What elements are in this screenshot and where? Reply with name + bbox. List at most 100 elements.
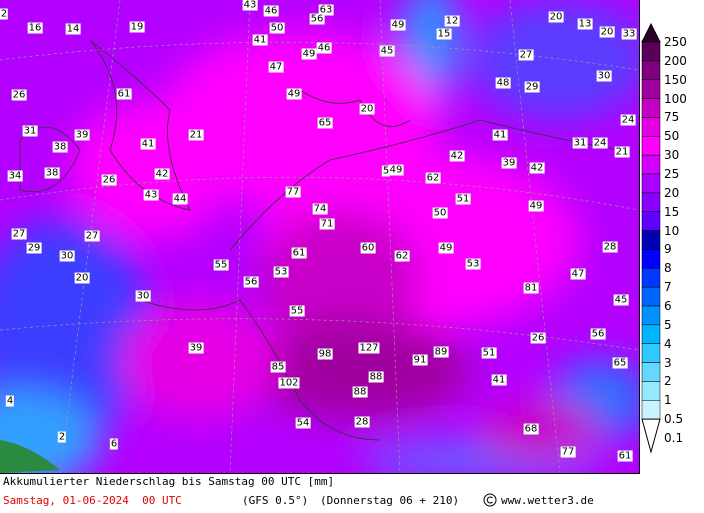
precip-label: 49 [301,48,317,60]
legend-label: 50 [664,129,680,144]
legend-swatch [641,268,661,288]
precip-label: 65 [612,357,628,369]
legend-label: 75 [664,110,680,125]
precip-label: 12 [444,15,460,27]
precip-label: 43 [242,0,258,11]
legend-swatch [641,98,661,118]
precip-label: 34 [7,170,23,182]
legend-label: 7 [664,280,672,295]
precip-label: 30 [596,70,612,82]
precip-label: 27 [518,49,534,61]
precip-label: 13 [577,18,593,30]
precip-label: 62 [425,172,441,184]
legend-label: 4 [664,336,672,351]
precip-label: 44 [172,193,188,205]
precip-label: 24 [592,137,608,149]
precip-label: 16 [27,22,43,34]
legend-label: 25 [664,167,680,181]
legend-label: 8 [664,261,672,276]
precip-label: 68 [523,423,539,435]
precip-label: 89 [433,346,449,358]
precip-label: 15 [436,28,452,40]
precip-label: 51 [481,347,497,359]
legend-swatch [641,418,661,454]
precip-label: 6 [109,438,119,450]
legend-swatch [641,136,661,156]
precip-label: 30 [59,250,75,262]
precip-label: 26 [101,174,117,186]
precip-label: 127 [358,342,380,354]
legend-label: 10 [664,223,680,238]
precip-label: 50 [269,22,285,34]
legend-swatch [641,41,661,62]
precip-label: 38 [44,167,60,179]
precip-label: 27 [11,228,27,240]
precip-label: 62 [394,250,410,262]
legend-label: 100 [664,91,687,106]
legend-swatch [641,305,661,326]
precip-label: 24 [620,114,636,126]
footer-title: Akkumulierter Niederschlag bis Samstag 0… [3,475,335,488]
legend-label: 0.1 [664,431,684,445]
map: 2 43 46 63 56 16 14 19 50 49 12 15 20 13 20 33 41 46 49 45 2… [0,0,640,474]
precip-label: 63 [318,4,334,16]
precip-label: 26 [530,332,546,344]
precip-label: 33 [621,28,637,40]
precip-label: 45 [379,45,395,57]
precip-label: 53 [273,266,289,278]
precip-label: 56 [309,13,325,25]
precip-label: 19 [129,21,145,33]
legend-swatch [641,249,661,269]
legend-swatch [641,117,661,137]
legend-label: 2 [664,374,672,389]
precip-label: 45 [613,294,629,306]
precip-label: 47 [570,268,586,280]
precip-label: 39 [74,129,90,141]
legend-label: 5 [664,317,672,332]
legend-swatch [641,381,661,401]
footer-date: Samstag, 01-06-2024 00 UTC [3,494,182,507]
precip-label: 88 [368,371,384,383]
precip-label: 29 [524,81,540,93]
legend-swatch [641,230,661,250]
precip-label: 46 [263,5,279,17]
legend-swatch [641,400,661,420]
precip-label: 27 [84,230,100,242]
precip-label: 26 [11,89,27,101]
precip-label: 43 [143,189,159,201]
precip-label: 2 [0,8,9,20]
copyright-icon [483,493,497,507]
map-background [0,0,639,473]
precip-label: 61 [116,88,132,100]
precip-label: 49 [438,242,454,254]
precip-label: 77 [285,186,301,198]
precip-label: 21 [188,129,204,141]
precip-label: 49 [388,164,404,176]
precip-label: 85 [270,361,286,373]
precip-label: 28 [354,416,370,428]
legend-swatch [641,286,661,307]
precip-label: 53 [465,258,481,270]
precip-label: 30 [135,290,151,302]
legend-swatch [641,211,661,231]
precip-label: 39 [188,342,204,354]
legend-bar [641,22,661,454]
footer: Akkumulierter Niederschlag bis Samstag 0… [0,474,704,513]
precip-label: 60 [360,242,376,254]
precip-label: 54 [295,417,311,429]
legend-swatch [641,362,661,382]
precip-label: 81 [523,282,539,294]
precip-label: 61 [617,450,633,462]
precip-label: 42 [529,162,545,174]
precip-label: 55 [213,259,229,271]
precip-label: 88 [352,386,368,398]
precip-label: 29 [26,242,42,254]
precip-label: 49 [390,19,406,31]
precip-label: 50 [432,207,448,219]
precip-label: 56 [243,276,259,288]
precip-label: 47 [268,61,284,73]
precip-label: 42 [449,150,465,162]
precip-label: 2 [57,431,67,443]
precip-label: 31 [22,125,38,137]
